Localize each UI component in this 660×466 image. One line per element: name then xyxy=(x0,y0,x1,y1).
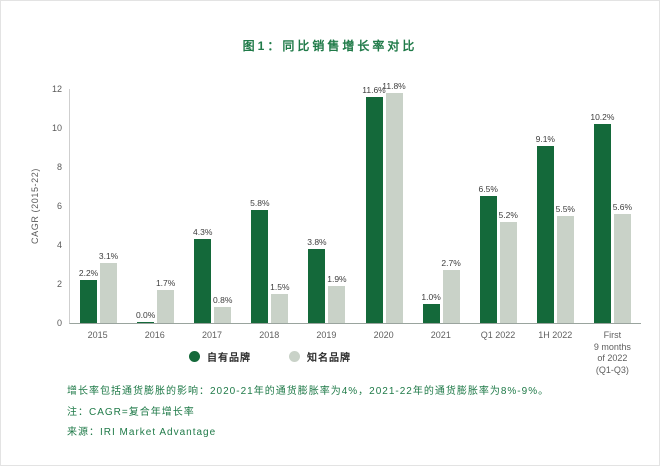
bar: 0.0% xyxy=(136,310,155,323)
bar-group: 11.6% 11.8% xyxy=(355,81,412,323)
bar-value-label: 10.2% xyxy=(590,112,615,123)
x-tick-label: 2015 xyxy=(87,330,108,340)
bar: 1.9% xyxy=(327,274,347,323)
bar-value-label: 0.8% xyxy=(213,295,233,306)
bar: 5.2% xyxy=(499,210,518,323)
x-tick-label: 2019 xyxy=(316,330,337,340)
legend-item: 知名品牌 xyxy=(289,349,351,364)
footnotes: 增长率包括通货膨胀的影响：2020-21年的通货膨胀率为4%，2021-22年的… xyxy=(67,385,629,447)
x-tick-label: Q1 2022 xyxy=(480,330,516,340)
y-tick-label: 10 xyxy=(51,123,62,133)
legend-label: 自有品牌 xyxy=(207,353,251,364)
plot-area: 2.2% 3.1% 0.0% 1.7% 4.3% 0.8% 5.8% 1.5% 3.8% 1.9%… xyxy=(69,81,641,324)
bar-group: 0.0% 1.7% xyxy=(127,89,184,323)
chart-title: 图1：同比销售增长率对比 xyxy=(242,39,418,53)
bar: 2.2% xyxy=(79,268,98,323)
bar-group: 3.8% 1.9% xyxy=(298,89,355,323)
bar-group: 10.2% 5.6% xyxy=(584,89,641,323)
bar-value-label: 6.5% xyxy=(478,184,498,195)
x-tick-label: 2020 xyxy=(373,330,394,340)
legend-dot-icon xyxy=(289,351,300,362)
y-tick-label: 6 xyxy=(56,201,62,211)
bar: 11.8% xyxy=(382,81,406,323)
bar-value-label: 1.5% xyxy=(270,281,290,292)
bar-group: 6.5% 5.2% xyxy=(470,89,527,323)
x-tick-label: 2016 xyxy=(144,330,165,340)
bar-value-label: 0.0% xyxy=(135,310,156,320)
bar: 10.2% xyxy=(590,112,614,323)
footnote-inflation: 增长率包括通货膨胀的影响：2020-21年的通货膨胀率为4%，2021-22年的… xyxy=(67,386,550,397)
bar: 9.1% xyxy=(536,134,555,323)
x-tick-label: 2018 xyxy=(259,330,280,340)
y-axis-label: CAGR (2015-22) xyxy=(30,168,40,244)
bar: 5.5% xyxy=(556,204,575,323)
footnote-source: 来源：IRI Market Advantage xyxy=(67,427,217,438)
bar: 1.0% xyxy=(421,292,441,323)
bar-value-label: 4.3% xyxy=(193,227,213,238)
bar-value-label: 1.7% xyxy=(155,277,176,288)
plot-column: 2.2% 3.1% 0.0% 1.7% 4.3% 0.8% 5.8% 1.5% 3.8% 1.9%… xyxy=(69,81,641,377)
x-tick-label: 2021 xyxy=(430,330,451,340)
legend-item: 自有品牌 xyxy=(189,349,251,364)
legend-label: 知名品牌 xyxy=(307,353,351,364)
bar-value-label: 5.6% xyxy=(612,201,633,212)
y-tick-label: 8 xyxy=(56,162,62,172)
bar: 11.6% xyxy=(362,85,386,323)
legend: 自有品牌 知名品牌 xyxy=(1,349,539,364)
footnote-cagr: 注：CAGR=复合年增长率 xyxy=(67,406,195,418)
y-axis-label-column: CAGR (2015-22) xyxy=(27,89,43,377)
bar: 1.5% xyxy=(270,282,290,323)
bar: 2.7% xyxy=(441,258,461,323)
bar: 6.5% xyxy=(479,184,498,323)
y-tick-label: 12 xyxy=(51,84,62,94)
y-axis: 0 2 4 6 8 10 12 xyxy=(43,84,69,328)
bar-value-label: 5.2% xyxy=(498,209,518,220)
bar-value-label: 2.2% xyxy=(78,268,99,279)
y-tick-label: 2 xyxy=(56,279,62,289)
bar: 3.8% xyxy=(307,237,327,323)
chart: CAGR (2015-22) 0 2 4 6 8 10 12 2.2% 3.1% 0.0% 1.7… xyxy=(27,81,641,377)
bar-group: 1.0% 2.7% xyxy=(413,89,470,323)
bar: 1.7% xyxy=(156,278,175,323)
bar: 4.3% xyxy=(193,227,212,323)
bar: 5.6% xyxy=(613,202,632,323)
bar-value-label: 1.0% xyxy=(421,291,441,302)
legend-dot-icon xyxy=(189,351,200,362)
bar: 5.8% xyxy=(250,198,270,323)
bar-value-label: 5.8% xyxy=(250,197,270,208)
bar-group: 5.8% 1.5% xyxy=(241,89,298,323)
bar-value-label: 9.1% xyxy=(535,133,555,144)
x-tick-label: 1H 2022 xyxy=(538,330,573,340)
bar-value-label: 11.6% xyxy=(362,84,386,95)
bar-group: 2.2% 3.1% xyxy=(70,89,127,323)
bar-value-label: 1.9% xyxy=(327,273,347,284)
bar-group: 4.3% 0.8% xyxy=(184,89,241,323)
bar-value-label: 5.5% xyxy=(555,203,575,214)
bar: 0.8% xyxy=(213,295,232,323)
x-tick-label: 2017 xyxy=(201,330,223,340)
bar-value-label: 11.8% xyxy=(382,80,406,91)
bar-group: 9.1% 5.5% xyxy=(527,89,584,323)
bar: 3.1% xyxy=(99,251,118,323)
x-axis-labels: 2015 2016 2017 2018 2019 2020 2021 Q1 2022 1H 20… xyxy=(69,330,641,377)
y-tick-label: 0 xyxy=(56,318,62,328)
x-tick-label: First 9 months of 2022 (Q1-Q3) xyxy=(593,330,631,376)
y-tick-label: 4 xyxy=(56,240,62,250)
bar-value-label: 2.7% xyxy=(441,258,461,269)
bar-value-label: 3.1% xyxy=(98,250,119,261)
bar-value-label: 3.8% xyxy=(307,236,327,247)
